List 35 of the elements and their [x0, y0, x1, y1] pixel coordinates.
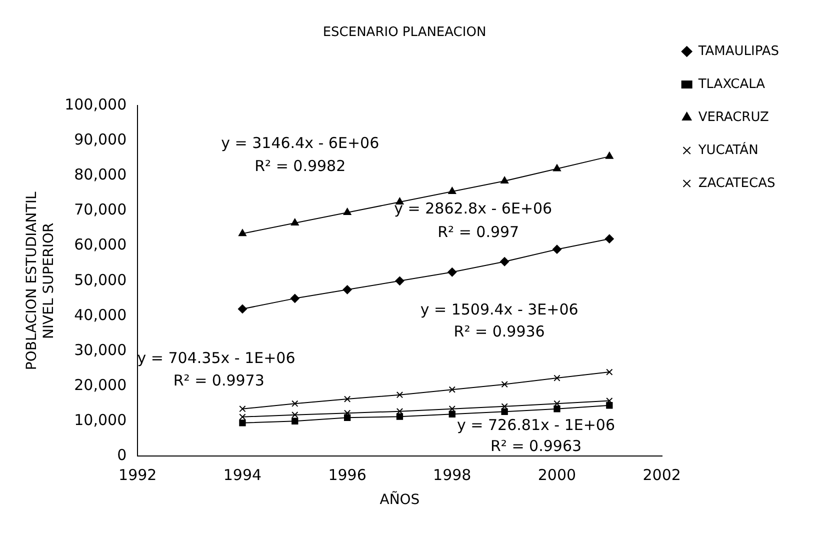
y-tick-label: 80,000	[74, 166, 127, 184]
y-tick-label: 70,000	[74, 200, 127, 219]
x-tick-label: 2002	[642, 466, 681, 484]
annotation: R² = 0.997	[438, 222, 520, 241]
annotation: R² = 0.9963	[490, 436, 582, 455]
annotation: R² = 0.9936	[454, 322, 545, 341]
legend-label: ZACATECAS	[698, 176, 776, 191]
y-tick-label: 40,000	[74, 306, 127, 324]
x-tick-label: 1998	[433, 466, 472, 484]
x-tick-label: 1992	[118, 466, 157, 484]
legend-label: VERACRUZ	[698, 110, 769, 125]
annotation: R² = 0.9982	[254, 157, 346, 176]
y-axis-title: POBLACION ESTUDIANTIL NIVEL SUPERIOR	[24, 192, 57, 370]
x-tick-label: 2000	[538, 466, 576, 484]
y-tick-label: 10,000	[74, 411, 127, 430]
y-tick-label: 90,000	[74, 130, 127, 149]
legend-label: TLAXCALA	[697, 76, 766, 92]
y-tick-label: 50,000	[74, 270, 127, 289]
x-axis-title: AÑOS	[380, 491, 420, 508]
chart-title: ESCENARIO PLANEACION	[322, 25, 486, 40]
annotation: y = 1509.4x - 3E+06	[420, 300, 578, 319]
x-tick-label: 1994	[223, 466, 262, 484]
y-tick-label: 20,000	[74, 376, 127, 394]
annotation: y = 726.81x - 1E+06	[457, 416, 615, 434]
y-tick-label: 60,000	[74, 236, 127, 254]
annotation: y = 2862.8x - 6E+06	[394, 200, 552, 218]
annotation: y = 3146.4x - 6E+06	[221, 134, 380, 152]
y-tick-label: 0	[117, 446, 127, 464]
y-tick-label: 100,000	[64, 95, 127, 114]
legend-label: TAMAULIPAS	[697, 44, 780, 59]
annotation: y = 704.35x - 1E+06	[137, 348, 296, 367]
legend-label: YUCATÁN	[697, 140, 758, 158]
y-tick-label: 30,000	[74, 340, 127, 359]
annotation: R² = 0.9973	[173, 371, 264, 390]
x-tick-label: 1996	[328, 466, 366, 484]
